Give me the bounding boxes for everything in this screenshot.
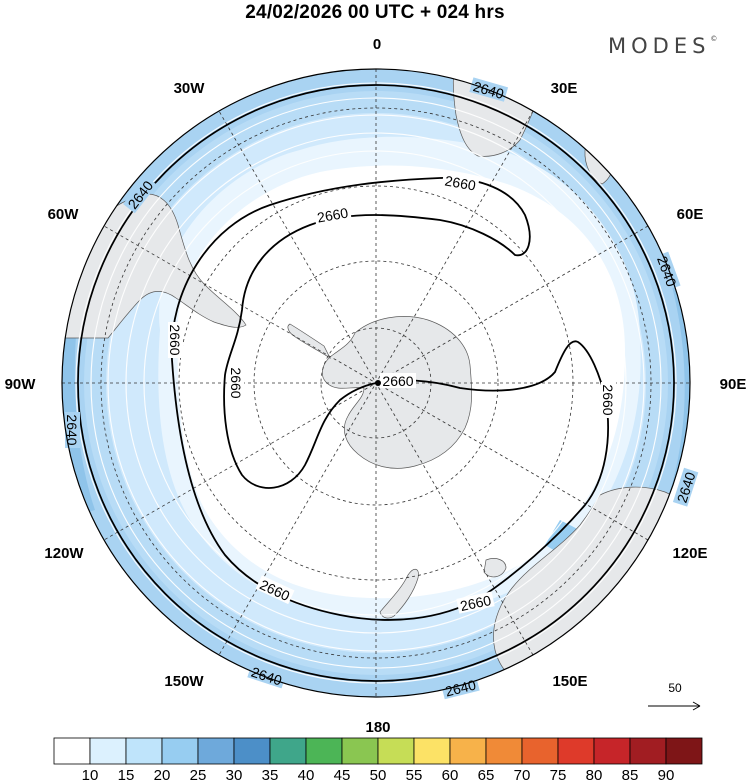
- lon-label-150w: 150W: [164, 673, 204, 690]
- colorbar-tick-label: 35: [262, 767, 279, 782]
- lon-label-60w: 60W: [48, 206, 80, 223]
- lon-label-90e: 90E: [720, 376, 747, 393]
- colorbar-swatch: [629, 737, 667, 765]
- reference-vector-label: 50: [668, 681, 682, 695]
- lon-label-150e: 150E: [552, 673, 587, 690]
- colorbar-swatch: [89, 737, 127, 765]
- colorbar-swatch: [269, 737, 307, 765]
- colorbar-tick-label: 85: [622, 767, 639, 782]
- lon-label-0: 0: [373, 36, 381, 53]
- contour-label: 2660: [600, 384, 616, 415]
- colorbar-tick-label: 40: [298, 767, 315, 782]
- colorbar-swatch: [233, 737, 271, 765]
- colorbar-swatch: [593, 737, 631, 765]
- contour-label: 2660: [167, 324, 183, 355]
- colorbar-swatch: [197, 737, 235, 765]
- brand-name: MODES: [608, 34, 711, 58]
- map-frame: [61, 68, 691, 698]
- contour-label: 2660: [382, 373, 413, 389]
- colorbar-tick-label: 15: [118, 767, 135, 782]
- colorbar-tick-label: 20: [154, 767, 171, 782]
- colorbar-swatch: [53, 737, 91, 765]
- colorbar: 10 15 20 25 30 35 40 45 50 55 60 65 70 75 80 85 90: [53, 737, 703, 782]
- lon-label-180: 180: [365, 719, 390, 736]
- colorbar-tick-label: 50: [370, 767, 387, 782]
- colorbar-swatch: [485, 737, 523, 765]
- lon-label-120w: 120W: [44, 545, 84, 562]
- colorbar-swatch: [665, 737, 703, 765]
- colorbar-swatch: [305, 737, 343, 765]
- new-zealand: [379, 569, 419, 619]
- lon-label-30e: 30E: [551, 80, 578, 97]
- map-title: 24/02/2026 00 UTC + 024 hrs: [245, 2, 505, 23]
- colorbar-swatch: [377, 737, 415, 765]
- longitude-labels: 0 30E 60E 90E 120E 150E 180 150W 120W 90…: [5, 36, 747, 736]
- colorbar-tick-label: 25: [190, 767, 207, 782]
- antarctica: [321, 316, 473, 469]
- lon-label-90w: 90W: [5, 376, 37, 393]
- copyright-mark: ©: [710, 35, 718, 43]
- lon-label-30w: 30W: [174, 80, 206, 97]
- contour-label: 2660: [316, 204, 350, 225]
- colorbar-tick-label: 55: [406, 767, 423, 782]
- lon-label-60e: 60E: [677, 206, 704, 223]
- colorbar-swatch: [161, 737, 199, 765]
- contour-label: 2640: [674, 470, 699, 505]
- colorbar-tick-label: 70: [514, 767, 531, 782]
- reference-vector: 50: [648, 681, 701, 711]
- colorbar-tick-label: 60: [442, 767, 459, 782]
- colorbar-tick-label: 75: [550, 767, 567, 782]
- colorbar-tick-label: 30: [226, 767, 243, 782]
- colorbar-tick-label: 90: [658, 767, 675, 782]
- colorbar-tick-label: 10: [82, 767, 99, 782]
- south-pole-marker: [375, 380, 381, 386]
- colorbar-tick-label: 45: [334, 767, 351, 782]
- contour-label: 2660: [459, 592, 493, 614]
- modes-logo: MODES©: [608, 34, 717, 58]
- contour-label: 2660: [444, 172, 478, 193]
- colorbar-swatch: [341, 737, 379, 765]
- tasmania: [483, 558, 507, 578]
- contour-label: 2660: [228, 367, 244, 398]
- contour-label: 2640: [64, 414, 80, 445]
- colorbar-swatch: [557, 737, 595, 765]
- colorbar-tick-label: 80: [586, 767, 603, 782]
- antarctic-peninsula: [287, 323, 331, 360]
- contour-2640: [77, 84, 675, 682]
- colorbar-swatch: [449, 737, 487, 765]
- colorbar-swatch: [125, 737, 163, 765]
- colorbar-swatch: [413, 737, 451, 765]
- colorbar-tick-label: 65: [478, 767, 495, 782]
- colorbar-swatch: [521, 737, 559, 765]
- lon-label-120e: 120E: [672, 545, 707, 562]
